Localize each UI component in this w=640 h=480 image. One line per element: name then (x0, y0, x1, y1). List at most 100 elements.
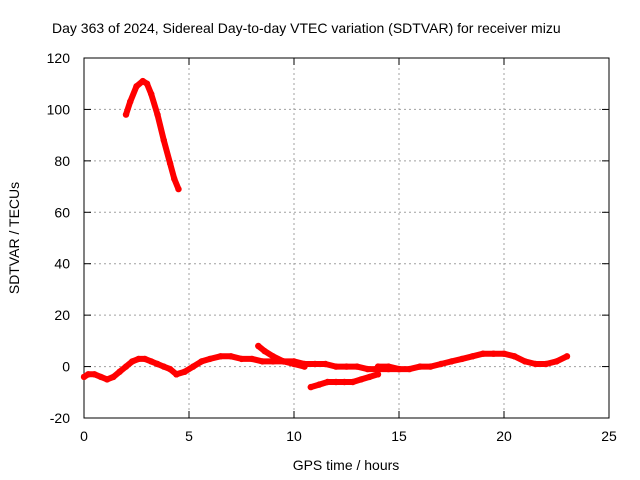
data-point (269, 353, 277, 360)
data-point (553, 358, 560, 365)
data-point (148, 358, 155, 365)
data-point (110, 373, 117, 381)
plot-frame (83, 57, 610, 419)
series-line (81, 355, 180, 383)
data-point (127, 98, 134, 105)
data-point (322, 360, 329, 368)
series-arc-low-1 (80, 355, 180, 383)
x-tick-label: 0 (80, 428, 88, 444)
series-arc-low-5 (374, 350, 571, 373)
data-point (175, 185, 182, 193)
data-point (116, 368, 123, 375)
data-point (358, 376, 365, 383)
data-point (198, 358, 205, 365)
data-point (385, 363, 392, 370)
data-point (148, 90, 155, 98)
data-point (427, 363, 434, 370)
data-point (458, 355, 466, 363)
data-point (122, 111, 130, 118)
data-point (154, 111, 161, 118)
data-point (173, 371, 180, 378)
data-point (332, 363, 340, 370)
data-point (316, 381, 323, 388)
data-point (91, 371, 98, 378)
data-point (160, 137, 167, 144)
data-point (248, 355, 256, 363)
data-point (542, 360, 550, 368)
grid (84, 58, 609, 418)
data-point (437, 360, 445, 368)
data-point (521, 358, 529, 365)
data-point (448, 358, 455, 365)
x-tick-label: 5 (185, 428, 193, 444)
y-tick-label: 0 (62, 359, 70, 375)
data-point (227, 353, 235, 360)
data-point (332, 378, 340, 386)
data-point (85, 371, 92, 378)
ticks: 0 5 10 15 20 25 -20 0 20 40 60 80 100 120 (47, 50, 617, 444)
series-line (123, 78, 182, 193)
data-point (469, 353, 476, 360)
data-point (353, 363, 361, 370)
y-tick-label: 100 (47, 101, 71, 117)
data-point (343, 363, 350, 370)
data-point (500, 350, 508, 357)
data-point (349, 378, 356, 386)
data-point (364, 365, 371, 373)
data-point (135, 355, 142, 363)
data-point (217, 353, 224, 360)
data-point (141, 355, 149, 363)
data-point (479, 350, 487, 357)
data-point (259, 358, 266, 365)
x-tick-label: 15 (391, 428, 407, 444)
data-point (374, 363, 382, 370)
data-point (143, 80, 151, 87)
data-point (255, 342, 262, 350)
data-point (154, 360, 161, 368)
y-axis-label: SDTVAR / TECUs (6, 182, 22, 294)
x-tick-label: 20 (496, 428, 512, 444)
y-tick-label: 40 (54, 256, 70, 272)
data-point (311, 360, 319, 368)
series-arc-low-4 (307, 371, 382, 391)
data-point (395, 365, 403, 373)
data-point (166, 160, 174, 167)
data-point (490, 350, 497, 357)
data-point (238, 355, 245, 363)
data-point (416, 363, 424, 370)
data-point (166, 365, 174, 373)
data-point (129, 358, 136, 365)
data-point (122, 363, 130, 370)
data-point (563, 353, 571, 360)
data-point (406, 365, 413, 373)
data-point (103, 376, 111, 383)
y-tick-label: 80 (54, 153, 70, 169)
data-point (280, 358, 287, 365)
chart-title: Day 363 of 2024, Sidereal Day-to-day VTE… (52, 20, 561, 36)
data-point (307, 383, 314, 391)
data-point (511, 353, 518, 360)
data-point (301, 363, 308, 370)
data-point (532, 360, 539, 368)
y-tick-label: 60 (54, 204, 70, 220)
y-tick-label: -20 (50, 410, 70, 426)
data-point (160, 363, 167, 370)
series-arc-low-3 (255, 342, 308, 370)
data-point (171, 175, 178, 183)
data-point (97, 373, 105, 381)
series-layer (80, 77, 571, 391)
x-axis-label: GPS time / hours (293, 457, 400, 473)
data-point (324, 378, 331, 386)
data-point (206, 355, 214, 363)
data-point (190, 363, 197, 370)
data-point (290, 360, 298, 368)
data-point (341, 378, 348, 386)
x-tick-label: 25 (601, 428, 617, 444)
x-tick-label: 10 (286, 428, 302, 444)
y-tick-label: 120 (47, 50, 71, 66)
data-point (366, 373, 373, 381)
data-point (374, 371, 382, 378)
data-point (181, 368, 188, 375)
data-point (133, 83, 140, 90)
